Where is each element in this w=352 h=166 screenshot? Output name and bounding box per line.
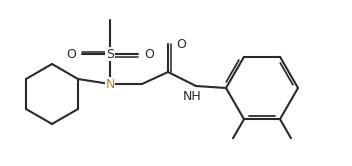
Text: O: O [176,38,186,50]
Text: O: O [144,47,154,60]
Text: O: O [66,47,76,60]
Text: N: N [105,78,115,90]
Text: NH: NH [183,89,201,102]
Text: S: S [106,47,114,60]
